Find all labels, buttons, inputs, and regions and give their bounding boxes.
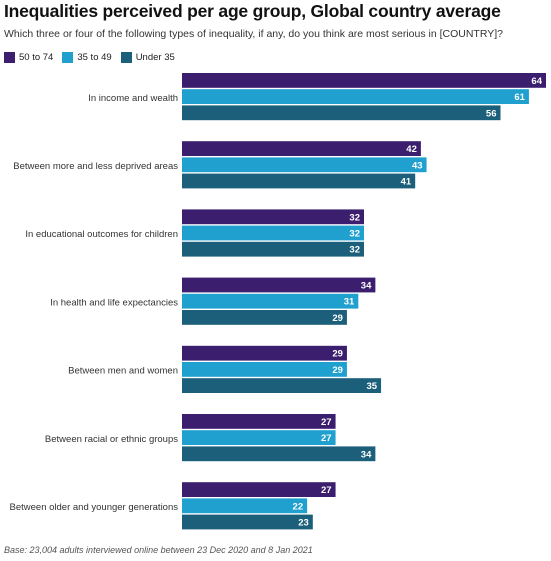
data-label: 34 [361, 281, 372, 292]
bar-group: Between men and women 29 29 35 [68, 345, 382, 393]
data-label: 64 [531, 76, 542, 87]
data-label: 61 [514, 92, 525, 103]
bar [182, 209, 364, 225]
bar [182, 498, 308, 514]
chart-subtitle: Which three or four of the following typ… [4, 28, 503, 40]
bar [182, 225, 364, 241]
data-label: 27 [321, 417, 332, 428]
bar [182, 277, 376, 293]
data-label: 35 [366, 381, 377, 392]
bar [182, 514, 313, 530]
bar-group: Between racial or ethnic groups 27 27 34 [45, 414, 376, 462]
data-label: 43 [412, 160, 423, 171]
bar-group: Between older and younger generations 27 2… [10, 482, 336, 530]
category-label: Between more and less deprived areas [13, 161, 178, 172]
data-label: 23 [298, 518, 309, 529]
bar [182, 362, 347, 377]
bar [182, 141, 421, 156]
chart-footnote: Base: 23,004 adults interviewed online b… [4, 545, 313, 555]
legend-swatch-under-35 [120, 52, 132, 63]
bar [182, 241, 364, 257]
bar-group: In educational outcomes for children 32 32… [25, 209, 364, 257]
legend-item-35-to-49: 35 to 49 [62, 52, 112, 63]
bar [182, 378, 382, 393]
legend: 50 to 74 35 to 49 Under 35 [4, 52, 184, 63]
data-label: 31 [344, 297, 355, 308]
bar [182, 430, 336, 445]
data-label: 27 [321, 485, 332, 496]
data-label: 41 [401, 177, 412, 188]
bar [182, 157, 427, 173]
bar [182, 105, 501, 121]
legend-swatch-35-to-49 [62, 52, 74, 63]
data-label: 32 [349, 212, 360, 223]
legend-item-50-to-74: 50 to 74 [4, 52, 53, 63]
legend-label: 50 to 74 [19, 52, 54, 63]
legend-swatch-50-to-74 [4, 52, 15, 63]
data-label: 34 [361, 449, 372, 460]
data-label: 22 [293, 501, 304, 512]
bar [182, 173, 416, 189]
data-label: 42 [406, 144, 417, 155]
bar-group: Between more and less deprived areas 42 43… [13, 141, 427, 189]
data-label: 29 [332, 349, 343, 360]
bar [182, 73, 546, 88]
legend-label: Under 35 [135, 52, 175, 63]
category-label: Between older and younger generations [10, 502, 179, 513]
legend-label: 35 to 49 [77, 52, 112, 63]
data-label: 32 [349, 229, 360, 240]
data-label: 32 [349, 245, 360, 256]
bar [182, 89, 529, 104]
data-label: 29 [332, 313, 343, 324]
category-label: Between men and women [68, 366, 178, 377]
category-label: In educational outcomes for children [25, 229, 178, 240]
bar [182, 310, 347, 325]
bar [182, 345, 347, 361]
category-label: Between racial or ethnic groups [45, 434, 178, 445]
bar [182, 414, 336, 429]
bar [182, 482, 336, 497]
data-label: 29 [332, 365, 343, 376]
bar-group: In income and wealth 64 61 56 [88, 73, 546, 121]
data-label: 27 [321, 433, 332, 444]
chart-title: Inequalities perceived per age group, Gl… [4, 1, 501, 21]
category-label: In income and wealth [88, 93, 178, 104]
bar [182, 293, 359, 309]
bar [182, 446, 376, 462]
data-label: 56 [486, 108, 497, 119]
category-label: In health and life expectancies [50, 297, 178, 308]
legend-item-under-35: Under 35 [120, 52, 175, 63]
